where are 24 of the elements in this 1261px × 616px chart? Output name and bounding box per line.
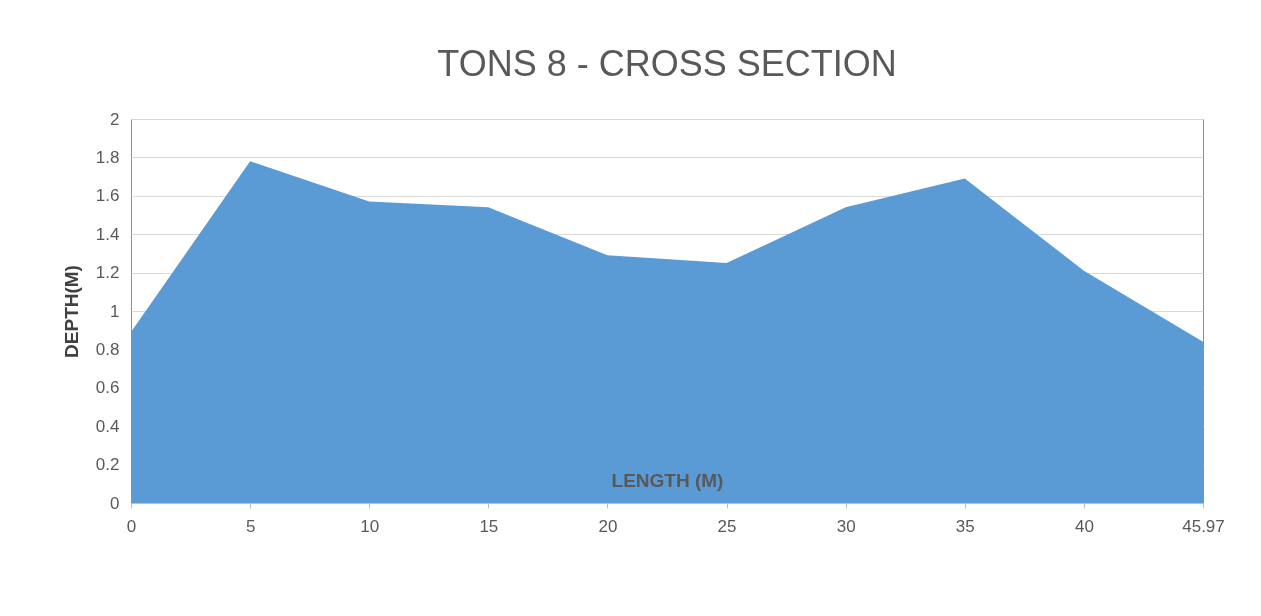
- x-axis-title: LENGTH (M): [611, 469, 724, 491]
- y-tick-label: 0.8: [95, 339, 120, 359]
- x-tick-label: 35: [955, 516, 975, 536]
- x-tick-label: 10: [360, 516, 380, 536]
- y-tick-label: 1.2: [95, 263, 120, 283]
- x-tick-label: 0: [126, 516, 137, 536]
- y-tick-label: 1.6: [95, 186, 120, 206]
- y-tick-label: 0.6: [95, 378, 120, 398]
- x-tick-label: 5: [245, 516, 256, 536]
- y-tick-label: 1.8: [95, 147, 120, 167]
- y-tick-label: 1: [110, 301, 120, 321]
- x-tick-label: 25: [717, 516, 737, 536]
- y-axis-title: DEPTH(M): [60, 265, 82, 358]
- y-tick-label: 0.4: [95, 416, 120, 436]
- x-tick-label: 40: [1074, 516, 1094, 536]
- chart-title: TONS 8 - CROSS SECTION: [437, 43, 897, 84]
- x-tick-label: 30: [836, 516, 856, 536]
- x-tick-label: 15: [479, 516, 499, 536]
- x-tick-label: 45.97: [1182, 516, 1225, 536]
- x-tick-label: 20: [598, 516, 618, 536]
- y-tick-label: 0.2: [95, 455, 120, 475]
- y-tick-label: 1.4: [95, 224, 120, 244]
- y-tick-label: 0: [110, 493, 120, 513]
- y-tick-label: 2: [110, 109, 120, 129]
